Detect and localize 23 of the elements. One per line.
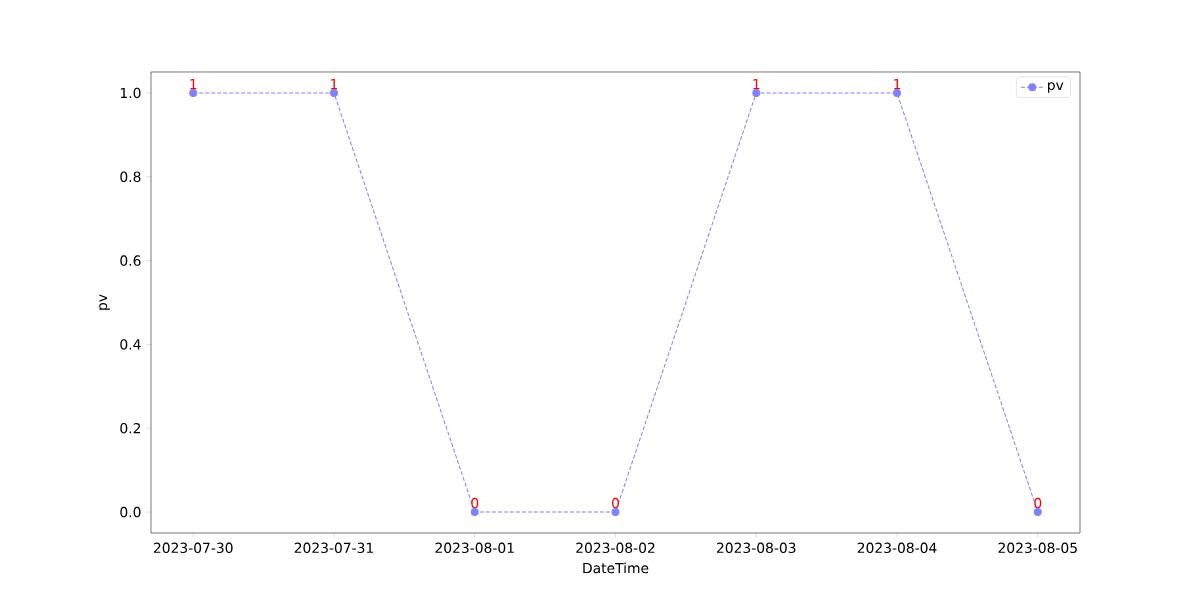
x-tick-label: 2023-08-01 bbox=[435, 542, 514, 554]
x-tick-label: 2023-07-30 bbox=[153, 542, 233, 554]
x-tick-label: 2023-08-04 bbox=[857, 542, 937, 554]
y-tick-label: 0.4 bbox=[120, 339, 141, 350]
x-tick-label: 2023-08-05 bbox=[998, 542, 1077, 554]
y-tick-label: 0.6 bbox=[120, 255, 141, 266]
data-label: 1 bbox=[190, 79, 197, 90]
data-label: 0 bbox=[471, 497, 479, 509]
x-tick-label: 2023-08-02 bbox=[576, 542, 655, 554]
y-tick-label: 0.2 bbox=[120, 422, 141, 434]
data-label: 1 bbox=[894, 79, 901, 90]
y-tick-label: 0.8 bbox=[120, 171, 141, 183]
y-axis-title: pv bbox=[99, 294, 110, 310]
x-axis-title: DateTime bbox=[583, 562, 649, 574]
data-label: 0 bbox=[1034, 497, 1042, 509]
x-tick-label: 2023-07-31 bbox=[294, 542, 373, 554]
y-tick-label: 1.0 bbox=[120, 87, 141, 99]
data-label: 1 bbox=[331, 79, 338, 90]
legend-label: pv bbox=[1048, 82, 1064, 93]
data-label: 1 bbox=[753, 79, 760, 90]
x-tick-label: 2023-08-03 bbox=[716, 542, 796, 554]
data-label: 0 bbox=[612, 497, 619, 509]
y-tick-label: 0.0 bbox=[120, 506, 141, 518]
